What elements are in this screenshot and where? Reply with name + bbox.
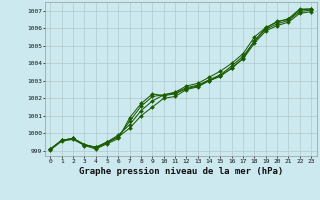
X-axis label: Graphe pression niveau de la mer (hPa): Graphe pression niveau de la mer (hPa) (79, 167, 283, 176)
